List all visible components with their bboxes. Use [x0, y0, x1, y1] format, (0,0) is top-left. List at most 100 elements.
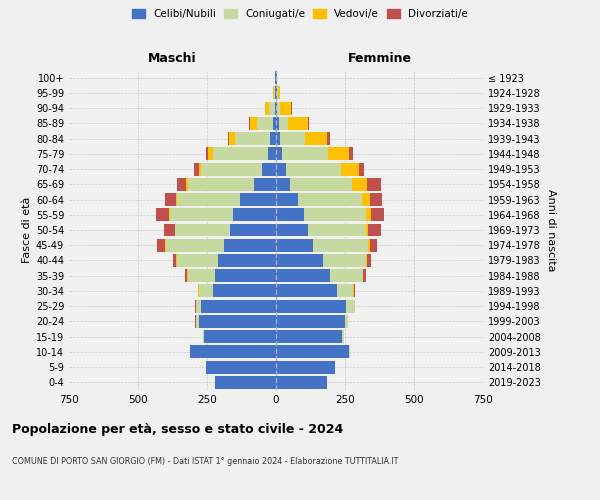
Bar — [269, 102, 275, 114]
Bar — [279, 117, 289, 130]
Bar — [170, 208, 233, 221]
Bar — [164, 224, 175, 236]
Bar — [250, 117, 257, 130]
Text: Maschi: Maschi — [148, 52, 197, 66]
Bar — [212, 284, 276, 298]
Bar — [362, 193, 370, 206]
Bar — [224, 239, 276, 252]
Bar — [262, 162, 276, 175]
Bar — [166, 239, 224, 252]
Bar — [275, 86, 276, 100]
Bar — [188, 178, 254, 191]
Bar — [276, 224, 308, 236]
Bar — [190, 346, 276, 358]
Bar — [276, 86, 277, 100]
Bar — [289, 117, 308, 130]
Bar — [275, 102, 276, 114]
Y-axis label: Fasce di età: Fasce di età — [22, 197, 32, 263]
Bar — [323, 254, 366, 267]
Bar — [206, 148, 208, 160]
Bar — [276, 117, 279, 130]
Bar — [280, 132, 305, 145]
Bar — [346, 300, 355, 312]
Bar — [277, 102, 280, 114]
Text: Femmine: Femmine — [347, 52, 412, 66]
Bar — [173, 254, 176, 267]
Bar — [187, 178, 188, 191]
Bar — [165, 193, 176, 206]
Bar — [233, 208, 276, 221]
Bar — [228, 132, 229, 145]
Bar — [370, 239, 377, 252]
Bar — [276, 346, 349, 358]
Bar — [308, 117, 309, 130]
Bar — [281, 148, 328, 160]
Bar — [352, 178, 367, 191]
Bar — [235, 132, 271, 145]
Bar — [276, 330, 342, 343]
Text: COMUNE DI PORTO SAN GIORGIO (FM) - Dati ISTAT 1° gennaio 2024 - Elaborazione TUT: COMUNE DI PORTO SAN GIORGIO (FM) - Dati … — [12, 458, 398, 466]
Y-axis label: Anni di nascita: Anni di nascita — [546, 188, 556, 271]
Bar — [342, 330, 344, 343]
Bar — [196, 300, 202, 312]
Bar — [313, 239, 368, 252]
Bar — [169, 208, 170, 221]
Bar — [254, 178, 276, 191]
Bar — [272, 86, 274, 100]
Bar — [218, 254, 276, 267]
Bar — [330, 269, 363, 282]
Bar — [367, 178, 381, 191]
Bar — [290, 178, 352, 191]
Bar — [268, 148, 276, 160]
Bar — [298, 193, 362, 206]
Bar — [208, 148, 212, 160]
Bar — [249, 117, 250, 130]
Bar — [176, 254, 218, 267]
Bar — [188, 269, 215, 282]
Bar — [276, 193, 298, 206]
Bar — [273, 117, 276, 130]
Bar — [341, 162, 359, 175]
Bar — [366, 254, 367, 267]
Bar — [366, 208, 371, 221]
Bar — [345, 315, 348, 328]
Bar — [305, 132, 327, 145]
Bar — [204, 330, 276, 343]
Bar — [367, 254, 371, 267]
Bar — [337, 284, 353, 298]
Bar — [157, 239, 166, 252]
Bar — [194, 162, 199, 175]
Bar — [202, 300, 276, 312]
Bar — [278, 86, 280, 100]
Bar — [308, 224, 366, 236]
Bar — [276, 284, 337, 298]
Bar — [276, 208, 304, 221]
Bar — [185, 269, 187, 282]
Bar — [286, 162, 341, 175]
Bar — [304, 208, 366, 221]
Bar — [176, 193, 240, 206]
Bar — [157, 208, 169, 221]
Bar — [215, 376, 276, 389]
Bar — [199, 315, 276, 328]
Bar — [212, 148, 268, 160]
Bar — [366, 224, 368, 236]
Bar — [276, 254, 323, 267]
Bar — [203, 330, 204, 343]
Bar — [328, 148, 349, 160]
Bar — [276, 178, 290, 191]
Bar — [215, 269, 276, 282]
Bar — [276, 132, 280, 145]
Bar — [276, 162, 286, 175]
Bar — [206, 360, 276, 374]
Text: Popolazione per età, sesso e stato civile - 2024: Popolazione per età, sesso e stato civil… — [12, 422, 343, 436]
Bar — [199, 162, 202, 175]
Bar — [364, 269, 366, 282]
Bar — [202, 162, 262, 175]
Bar — [359, 162, 364, 175]
Bar — [196, 315, 199, 328]
Bar — [274, 86, 275, 100]
Bar — [240, 193, 276, 206]
Bar — [276, 102, 277, 114]
Bar — [353, 284, 355, 298]
